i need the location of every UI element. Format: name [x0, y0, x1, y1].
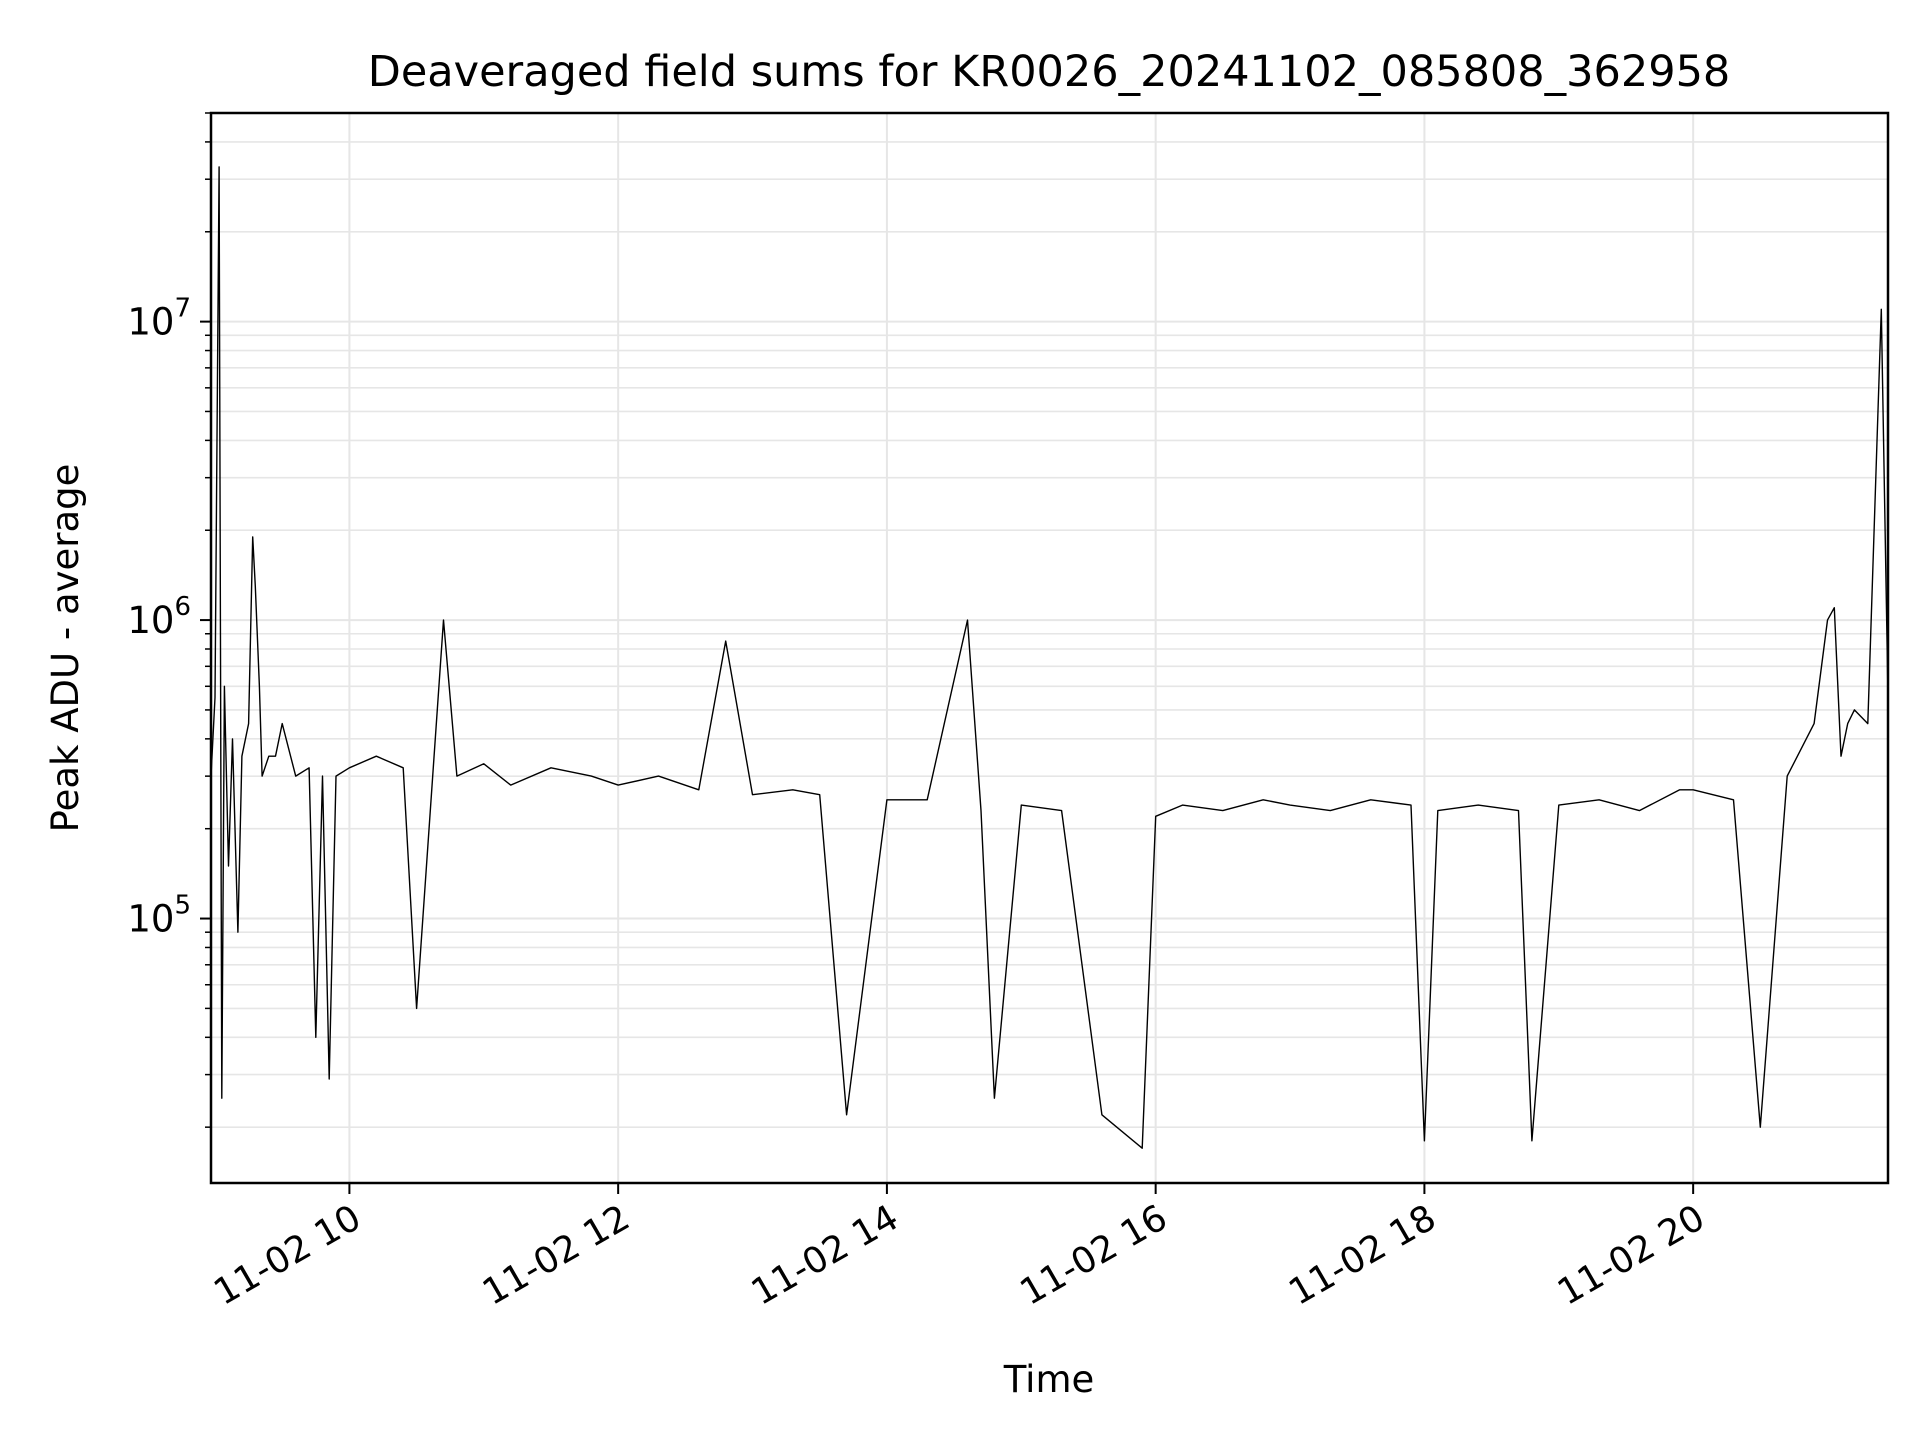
y-tick-base: 10 [127, 599, 174, 642]
y-tick-base: 10 [127, 898, 174, 941]
y-tick-label: 107 [127, 294, 191, 344]
grid [211, 112, 1888, 1183]
y-tick-label: 106 [127, 592, 191, 642]
y-tick-base: 10 [127, 301, 174, 344]
series-line [210, 166, 1889, 1149]
plot-frame [209, 111, 1890, 1185]
y-axis-label: Peak ADU - average [44, 464, 87, 833]
x-axis-label: Time [1003, 1358, 1095, 1401]
chart-title: Deaveraged field sums for KR0026_2024110… [368, 47, 1731, 97]
y-tick-exponent: 6 [174, 592, 191, 622]
y-tick-exponent: 7 [174, 294, 191, 324]
y-tick-exponent: 5 [174, 891, 191, 921]
y-tick-label: 105 [127, 891, 191, 941]
